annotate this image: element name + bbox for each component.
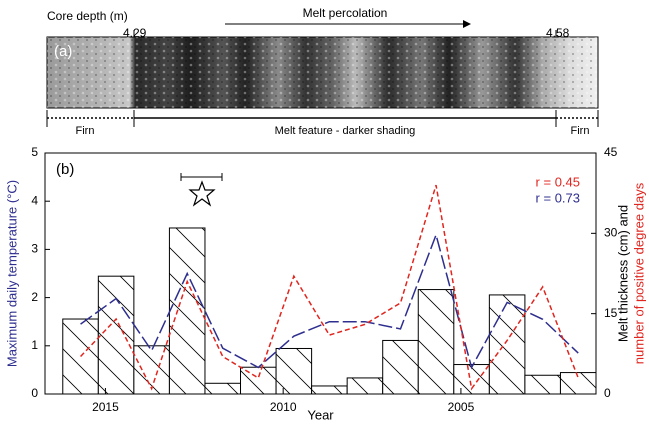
zone-label: Firn [571,125,590,137]
y-tick-label: 2 [31,290,38,304]
depth-label: Core depth (m) [47,9,128,23]
bar-hatch [417,289,455,395]
plot-frame [44,152,597,395]
bar-hatch [204,382,242,395]
y-axis-label: Maximum daily temperature (°C) [4,180,19,367]
arrow-label: Melt percolation [303,6,388,20]
y2-tick-label: 30 [604,226,618,240]
bar-hatch [559,372,597,395]
bar-hatch [524,374,561,395]
zone-label: Melt feature - darker shading [275,125,416,137]
x-tick-label: 2010 [270,400,297,414]
bar-hatch [168,227,206,395]
line [80,232,579,370]
y2-tick-label: 45 [604,145,618,159]
panel-label: (a) [54,43,72,60]
arrow-head [463,20,471,28]
y-tick-label: 1 [31,338,38,352]
zone-label: Firn [76,125,95,137]
y-tick-label: 0 [31,386,38,400]
y2-tick-label: 0 [604,386,611,400]
bar-hatch [311,385,348,395]
error-bar [180,173,223,181]
y-tick-label: 3 [31,242,38,256]
annotation: r = 0.73 [536,190,580,205]
panel-a: Core depth (m) 4.29 4.58 Melt percolatio… [46,6,599,137]
bar-hatch [275,347,313,395]
star [188,180,216,207]
bar-hatch [488,294,526,395]
bar-hatch [97,275,135,395]
y2-axis-label: Melt thickness (cm) and [615,205,630,342]
x-axis-label: Year [307,407,334,422]
y2-tick-label: 15 [604,306,618,320]
bar-hatch [382,339,419,395]
x-tick-label: 2015 [92,400,119,414]
bar-hatch [240,366,277,395]
core-texture [47,37,598,108]
panel-label: (b) [56,161,74,178]
y2-axis-label: number of positive degree days [631,182,646,364]
x-tick-label: 2005 [448,400,475,414]
bracket-ends [46,110,599,127]
bar-hatch [346,377,384,395]
y-tick-label: 4 [31,193,38,207]
y-tick-label: 5 [31,145,38,159]
annotation: r = 0.45 [536,174,580,189]
